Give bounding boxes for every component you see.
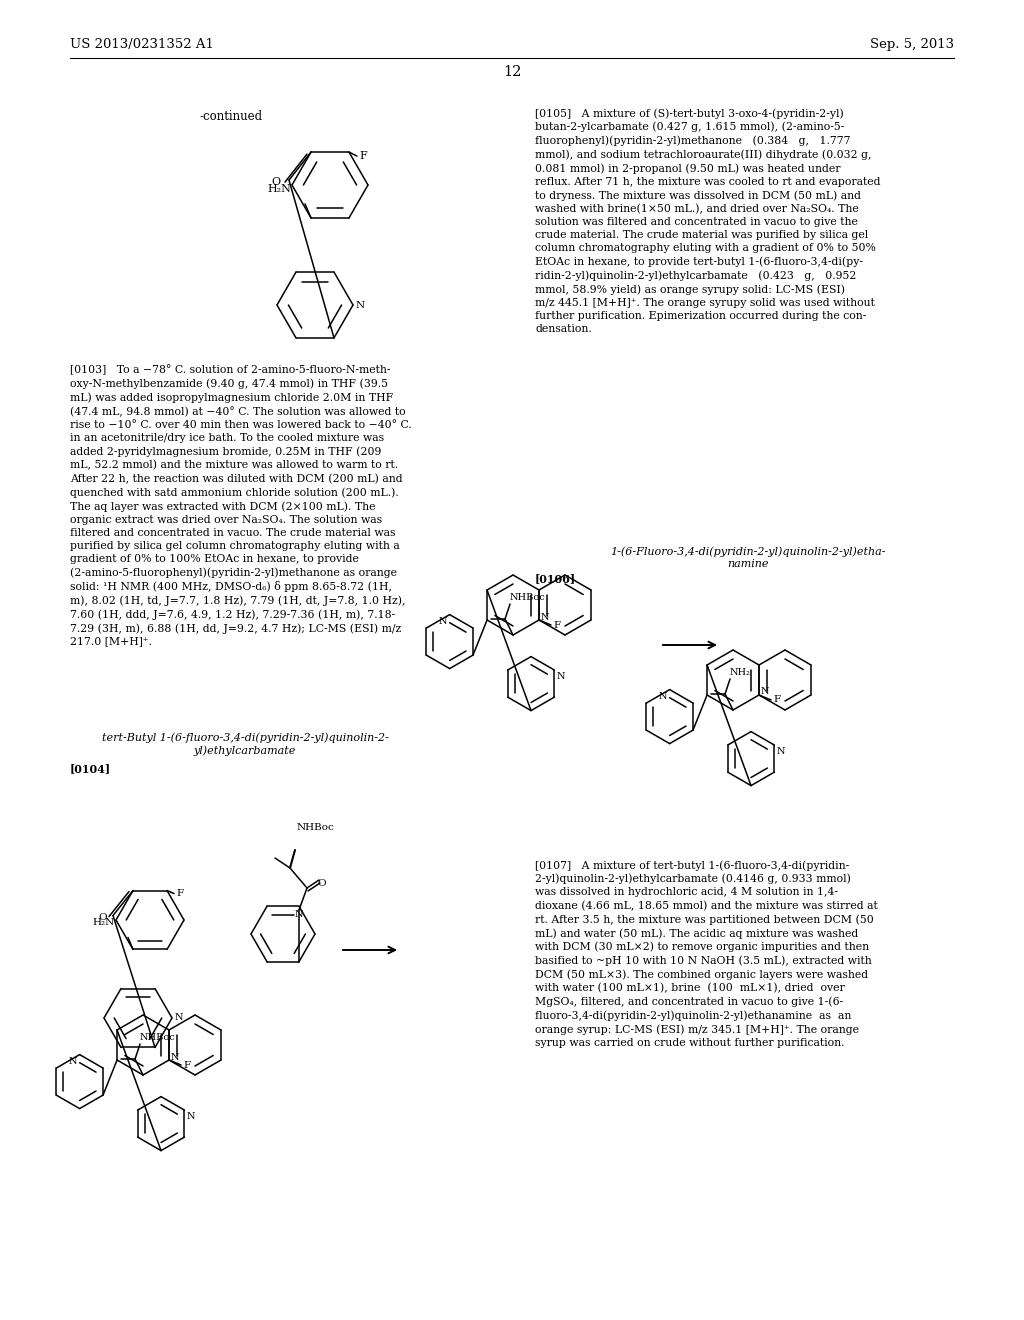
Text: -continued: -continued: [200, 110, 263, 123]
Text: N: N: [556, 672, 565, 681]
Text: F: F: [773, 696, 780, 705]
Text: tert-Butyl 1-(6-fluoro-3,4-di(pyridin-2-yl)quinolin-2-
yl)ethylcarbamate: tert-Butyl 1-(6-fluoro-3,4-di(pyridin-2-…: [101, 733, 388, 755]
Text: N: N: [356, 301, 366, 309]
Text: NH₂: NH₂: [730, 668, 751, 677]
Text: US 2013/0231352 A1: US 2013/0231352 A1: [70, 38, 214, 51]
Text: F: F: [553, 620, 560, 630]
Text: N: N: [761, 688, 769, 697]
Text: N: N: [541, 612, 550, 622]
Text: 1-(6-Fluoro-3,4-di(pyridin-2-yl)quinolin-2-yl)etha-
namine: 1-(6-Fluoro-3,4-di(pyridin-2-yl)quinolin…: [610, 546, 886, 569]
Text: [0106]: [0106]: [535, 573, 577, 583]
Text: [0107]   A mixture of tert-butyl 1-(6-fluoro-3,4-di(pyridin-
2-yl)quinolin-2-yl): [0107] A mixture of tert-butyl 1-(6-fluo…: [535, 861, 878, 1048]
Text: N: N: [186, 1111, 195, 1121]
Text: O: O: [317, 879, 326, 887]
Text: Sep. 5, 2013: Sep. 5, 2013: [869, 38, 954, 51]
Text: F: F: [359, 150, 367, 161]
Text: H₂N: H₂N: [267, 183, 291, 194]
Text: N: N: [776, 747, 785, 756]
Text: NHBoc: NHBoc: [510, 593, 546, 602]
Text: 12: 12: [503, 65, 521, 79]
Text: [0104]: [0104]: [70, 763, 112, 774]
Text: N: N: [658, 692, 667, 701]
Text: [0103]   To a −78° C. solution of 2-amino-5-fluoro-N-meth-
oxy-N-methylbenzamide: [0103] To a −78° C. solution of 2-amino-…: [70, 366, 412, 647]
Text: F: F: [176, 890, 183, 898]
Text: N: N: [438, 616, 446, 626]
Text: N: N: [69, 1056, 77, 1065]
Text: O: O: [98, 913, 106, 923]
Text: [0105]   A mixture of (S)-tert-butyl 3-oxo-4-(pyridin-2-yl)
butan-2-ylcarbamate : [0105] A mixture of (S)-tert-butyl 3-oxo…: [535, 108, 881, 334]
Text: NHBoc: NHBoc: [297, 822, 335, 832]
Text: N: N: [171, 1052, 179, 1061]
Text: O: O: [272, 177, 281, 187]
Text: N: N: [295, 911, 303, 919]
Text: N: N: [175, 1014, 183, 1023]
Text: NHBoc: NHBoc: [140, 1034, 176, 1041]
Text: H₂N: H₂N: [93, 919, 115, 928]
Text: F: F: [183, 1060, 190, 1069]
